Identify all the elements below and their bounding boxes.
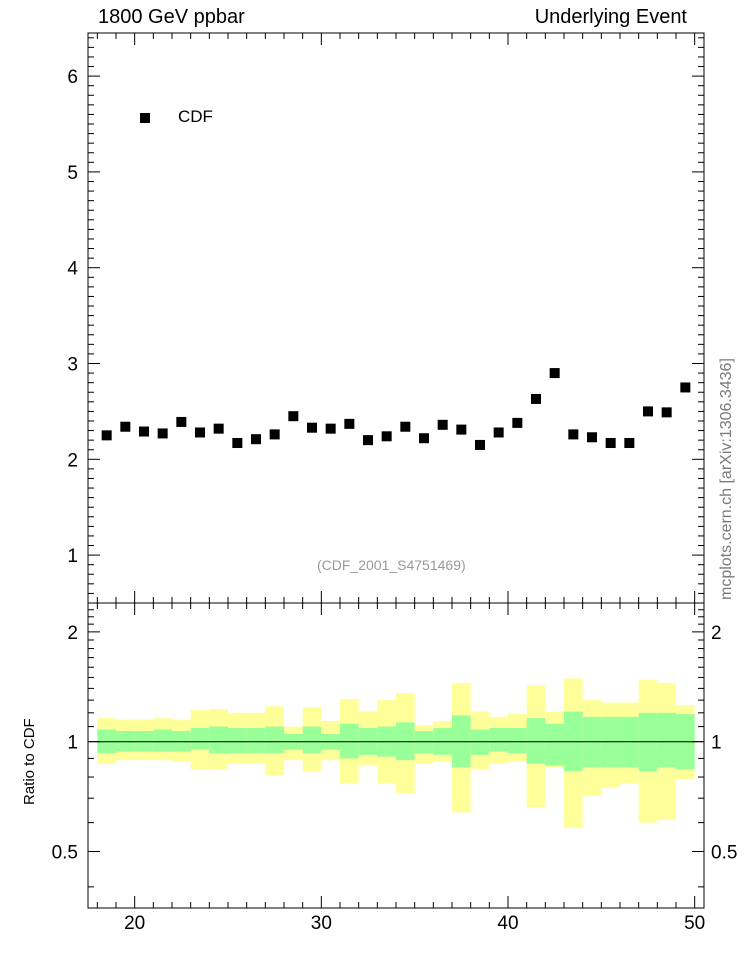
inner-band-bin	[209, 726, 228, 754]
x-tick-label: 40	[497, 913, 518, 934]
y-tick-label: 4	[67, 259, 78, 280]
y-tick-label: 3	[67, 355, 78, 376]
analysis-id-annotation: (CDF_2001_S4751469)	[317, 557, 466, 573]
data-point	[661, 407, 672, 418]
data-point	[475, 439, 485, 450]
ratio-panel: 20 30 40 50 0.5 0.5 1 1 2 2	[52, 33, 737, 934]
data-point	[307, 422, 317, 433]
data-point	[531, 393, 541, 404]
ratio-y-tick-label-right: 2	[711, 623, 722, 644]
data-point	[381, 431, 392, 442]
main-panel: 1 2 3 4 5 6	[67, 32, 705, 604]
data-point	[288, 411, 299, 422]
inner-band-bin	[508, 728, 527, 754]
inner-band-bin	[526, 718, 546, 764]
data-point	[624, 438, 635, 449]
inner-band-bin	[489, 728, 508, 752]
inner-band-bin	[470, 729, 490, 755]
data-point	[549, 368, 560, 379]
inner-band-bin	[302, 726, 322, 754]
legend-marker	[140, 113, 150, 123]
data-point	[213, 423, 224, 434]
ratio-y-tick-label-left: 2	[67, 623, 78, 644]
source-watermark: mcplots.cern.ch [arXiv:1306.3436]	[718, 358, 735, 600]
data-point	[157, 428, 168, 439]
data-point	[195, 427, 205, 438]
data-point	[587, 432, 597, 443]
data-point	[568, 429, 579, 440]
data-point	[456, 424, 467, 435]
data-point	[344, 418, 355, 429]
data-point	[176, 416, 187, 427]
ratio-y-axis-label: Ratio to CDF	[21, 718, 38, 805]
data-point	[232, 438, 243, 449]
legend-label: CDF	[178, 107, 213, 126]
ratio-y-tick-label-left: 0.5	[52, 842, 78, 863]
data-point	[139, 426, 149, 437]
data-point	[493, 427, 504, 438]
inner-band-bin	[545, 723, 564, 766]
y-tick-label: 1	[67, 546, 78, 567]
inner-band-bin	[340, 723, 359, 759]
data-point	[120, 421, 131, 432]
ratio-y-tick-label-right: 0.5	[711, 842, 737, 863]
data-point	[605, 438, 616, 449]
process-label: Underlying Event	[534, 6, 687, 28]
data-point	[363, 435, 373, 446]
x-tick-label: 50	[684, 913, 705, 934]
inner-band-bin	[153, 729, 172, 752]
x-tick-label: 30	[311, 913, 332, 934]
data-point	[643, 406, 653, 417]
data-point	[101, 430, 112, 441]
data-point	[269, 429, 280, 440]
inner-band-bin	[246, 728, 266, 754]
data-point	[437, 419, 448, 430]
inner-band-bin	[228, 728, 247, 754]
data-point	[512, 417, 523, 428]
inner-band-bin	[265, 726, 284, 754]
data-point	[400, 421, 411, 432]
ratio-y-tick-label-right: 1	[711, 733, 722, 754]
data-point	[251, 434, 261, 445]
data-point	[325, 423, 336, 434]
x-tick-label: 20	[124, 913, 145, 934]
inner-band-bin	[657, 712, 676, 768]
y-tick-label: 2	[67, 450, 78, 471]
energy-label: 1800 GeV ppbar	[98, 6, 245, 28]
data-point	[419, 433, 429, 444]
data-point	[680, 382, 691, 393]
y-tick-label: 5	[67, 163, 78, 184]
y-tick-label: 6	[67, 67, 78, 88]
ratio-y-tick-label-left: 1	[67, 733, 78, 754]
inner-band-bin	[190, 728, 210, 750]
